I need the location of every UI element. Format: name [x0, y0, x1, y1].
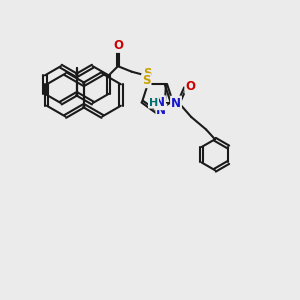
Text: N: N: [155, 96, 165, 109]
Text: O: O: [185, 80, 195, 93]
Text: S: S: [143, 67, 152, 80]
Text: N: N: [156, 104, 166, 117]
Text: H: H: [149, 98, 158, 108]
Text: S: S: [142, 74, 151, 87]
Text: N: N: [171, 97, 181, 110]
Text: O: O: [113, 39, 123, 52]
